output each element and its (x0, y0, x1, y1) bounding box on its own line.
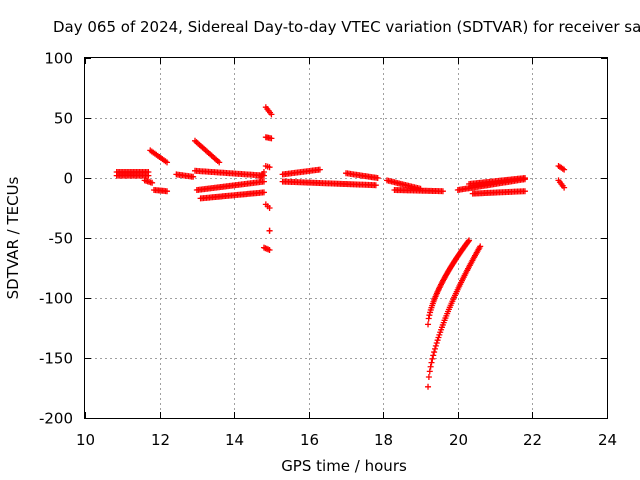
data-point (260, 189, 267, 196)
y-tick-label: -150 (39, 350, 73, 368)
data-point (164, 188, 171, 195)
x-tick-label: 20 (449, 431, 468, 449)
data-point (216, 159, 223, 166)
x-tick-label: 12 (151, 431, 170, 449)
data-point (268, 135, 275, 142)
data-point (425, 315, 432, 322)
data-point (465, 238, 472, 245)
x-tick-label: 18 (374, 431, 393, 449)
x-tick-label: 22 (523, 431, 542, 449)
data-point (145, 172, 152, 179)
data-point (433, 339, 440, 346)
x-tick-label: 14 (225, 431, 244, 449)
data-point (432, 342, 439, 349)
y-tick-label: 0 (63, 170, 73, 188)
data-point (561, 166, 568, 173)
y-tick-label: 100 (44, 50, 73, 68)
data-point (426, 368, 433, 375)
y-tick-label: -50 (49, 230, 74, 248)
grid-lines (85, 58, 607, 418)
data-points (113, 104, 568, 390)
data-point (561, 184, 568, 191)
data-point (372, 182, 379, 189)
data-point (429, 355, 436, 362)
data-point (425, 383, 432, 390)
data-point (434, 337, 441, 344)
data-point (190, 173, 197, 180)
data-point (477, 243, 484, 250)
data-point (439, 188, 446, 195)
x-tick-label: 10 (76, 431, 95, 449)
plot-frame (84, 57, 608, 419)
data-point (266, 205, 273, 211)
data-point (426, 312, 433, 319)
data-point (427, 363, 434, 370)
data-point (425, 373, 432, 380)
y-tick-label: 50 (54, 110, 73, 128)
data-point (425, 321, 432, 328)
data-point (521, 188, 528, 195)
data-point (260, 178, 267, 185)
data-point (266, 164, 273, 171)
x-tick-labels: 10 12 14 16 18 20 22 24 (76, 431, 617, 449)
data-point (266, 247, 273, 253)
data-point (266, 227, 273, 234)
data-point (431, 349, 438, 356)
x-tick-label: 16 (300, 431, 319, 449)
data-point (431, 345, 438, 352)
x-axis-label: GPS time / hours (281, 457, 407, 475)
data-point (164, 159, 171, 166)
y-tick-labels: 100 50 0 -50 -100 -150 -200 (39, 50, 73, 428)
data-point (316, 166, 323, 173)
chart-title: Day 065 of 2024, Sidereal Day-to-day VTE… (53, 18, 640, 36)
data-point (374, 175, 381, 181)
data-point (428, 359, 435, 366)
y-tick-label: -200 (39, 410, 73, 428)
y-tick-label: -100 (39, 290, 73, 308)
data-point (466, 237, 473, 244)
data-point (149, 179, 156, 186)
data-point (521, 175, 528, 181)
x-tick-label: 24 (598, 431, 617, 449)
data-point (260, 169, 267, 175)
y-axis-label: SDTVAR / TECUs (4, 176, 22, 299)
data-point (430, 352, 437, 359)
axis-ticks (85, 58, 608, 419)
data-point (268, 111, 275, 118)
